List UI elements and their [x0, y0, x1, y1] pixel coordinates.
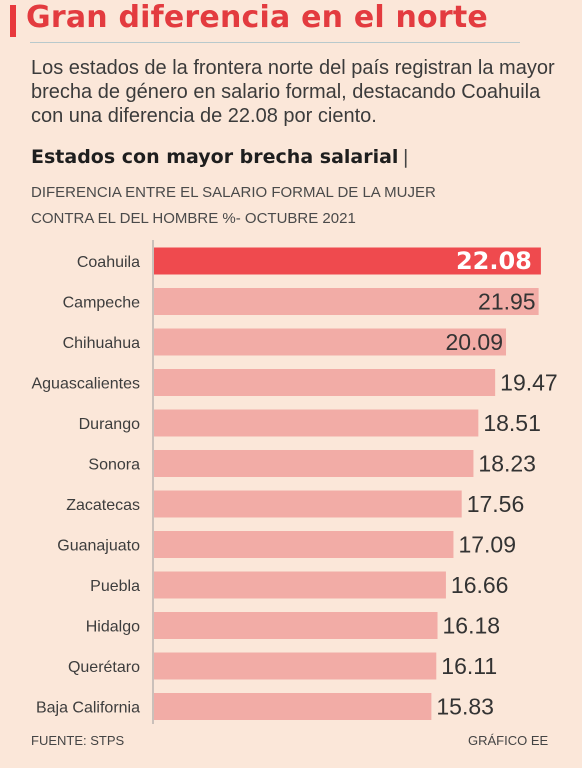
value-label: 21.95 [478, 289, 536, 315]
source-note: FUENTE: STPS [31, 733, 125, 748]
bar [154, 409, 479, 437]
category-label: Durango [79, 416, 140, 433]
category-label: Aguascalientes [31, 376, 140, 393]
title-separator: | [402, 146, 409, 168]
bar [154, 531, 454, 558]
category-label: Querétaro [68, 659, 140, 676]
title-accent-bar [10, 5, 16, 37]
bar [154, 369, 496, 396]
category-label: Sonora [88, 457, 140, 474]
chart-title: Estados con mayor brecha salarial | [31, 146, 409, 168]
value-label: 16.11 [441, 653, 497, 679]
bar-chart: Coahuila 22.08 Campeche 21.95 Chihuahua 20.09… [31, 240, 558, 724]
value-label: 18.23 [478, 451, 536, 477]
value-label: 17.56 [467, 491, 525, 517]
value-label: 17.09 [458, 532, 516, 558]
bar-highlight [154, 247, 541, 275]
chart-subtitle-line-1: DIFERENCIA ENTRE EL SALARIO FORMAL DE LA… [31, 184, 436, 201]
bar [154, 450, 474, 477]
category-label: Coahuila [77, 254, 140, 271]
value-label: 19.47 [500, 370, 558, 396]
value-label: 16.66 [451, 572, 509, 598]
bar [154, 693, 432, 720]
value-label: 18.51 [483, 410, 541, 436]
category-label: Zacatecas [66, 497, 140, 514]
category-label: Baja California [36, 700, 140, 717]
category-label: Guanajuato [57, 538, 140, 555]
page-title: Gran diferencia en el norte [26, 0, 488, 35]
value-label: 15.83 [436, 694, 494, 720]
category-label: Chihuahua [63, 335, 141, 352]
bar [154, 612, 438, 639]
category-label: Puebla [90, 578, 140, 595]
chart-subtitle: DIFERENCIA ENTRE EL SALARIO FORMAL DE LA… [31, 180, 551, 232]
category-label: Hidalgo [86, 619, 140, 636]
chart-subtitle-line-2: CONTRA EL DEL HOMBRE %- OCTUBRE 2021 [31, 210, 356, 227]
bar [154, 652, 437, 680]
bar [154, 571, 446, 599]
category-label: Campeche [63, 295, 140, 312]
value-label: 20.09 [445, 329, 503, 355]
title-divider [30, 42, 520, 43]
bar [154, 490, 462, 518]
graphic-credit: GRÁFICO EE [468, 733, 549, 748]
chart-title-text: Estados con mayor brecha salarial [31, 146, 399, 168]
bar [154, 288, 539, 315]
value-label: 16.18 [443, 613, 501, 639]
page-subtitle: Los estados de la frontera norte del paí… [31, 57, 555, 127]
bar [154, 328, 507, 356]
value-label: 22.08 [456, 247, 532, 275]
